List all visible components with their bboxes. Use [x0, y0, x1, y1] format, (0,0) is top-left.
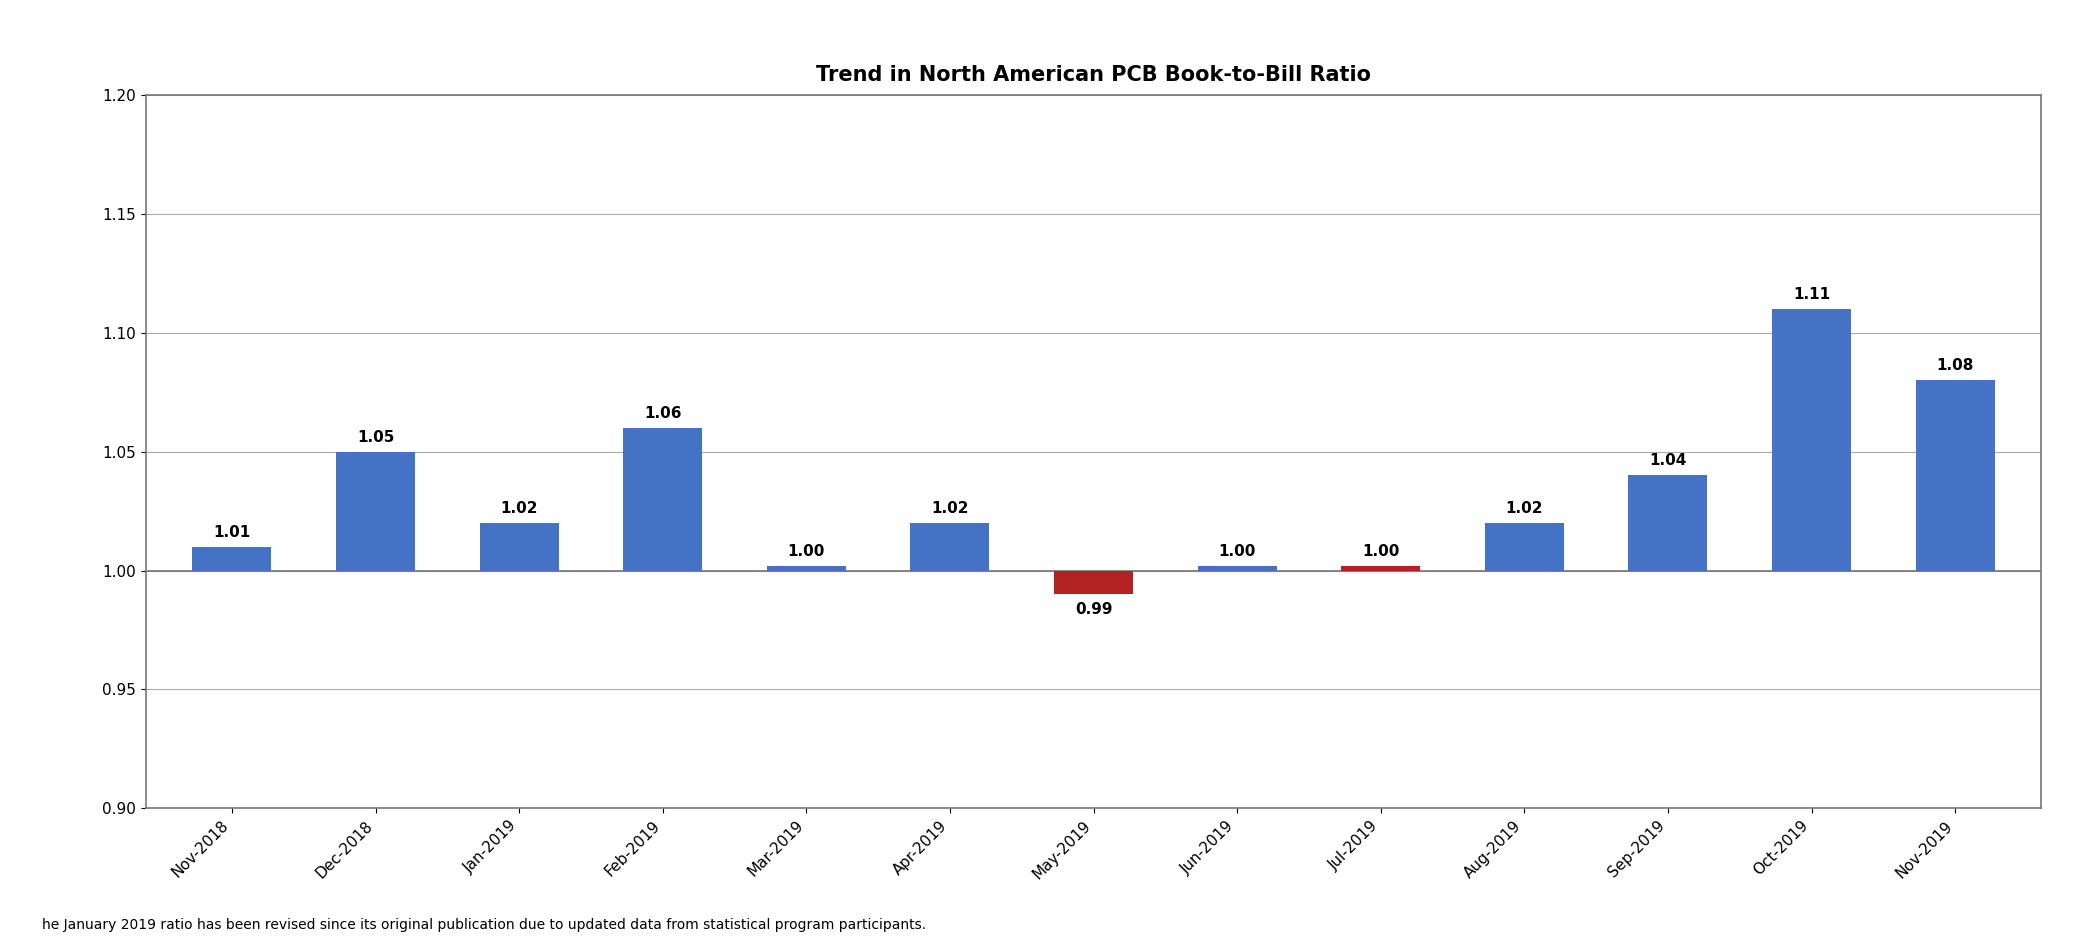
- Bar: [623, 428, 702, 571]
- Text: 1.08: 1.08: [1937, 359, 1975, 373]
- Text: 1.06: 1.06: [644, 406, 681, 421]
- Text: 1.00: 1.00: [1362, 544, 1400, 559]
- Bar: [767, 566, 846, 571]
- Bar: [1916, 380, 1996, 571]
- Text: 1.02: 1.02: [500, 501, 537, 515]
- Bar: [479, 523, 558, 571]
- Text: 0.99: 0.99: [1075, 602, 1112, 616]
- Text: 1.01: 1.01: [212, 525, 250, 540]
- Bar: [1485, 523, 1564, 571]
- Bar: [1054, 571, 1133, 594]
- Text: 1.00: 1.00: [787, 544, 825, 559]
- Text: 1.02: 1.02: [931, 501, 969, 515]
- Bar: [910, 523, 989, 571]
- Text: 1.04: 1.04: [1650, 454, 1687, 468]
- Title: Trend in North American PCB Book-to-Bill Ratio: Trend in North American PCB Book-to-Bill…: [817, 66, 1371, 86]
- Bar: [1629, 476, 1708, 571]
- Bar: [192, 547, 271, 571]
- Text: 1.02: 1.02: [1506, 501, 1544, 515]
- Text: 1.11: 1.11: [1793, 287, 1831, 302]
- Text: 1.05: 1.05: [356, 430, 394, 445]
- Text: he January 2019 ratio has been revised since its original publication due to upd: he January 2019 ratio has been revised s…: [42, 918, 925, 932]
- Text: 1.00: 1.00: [1219, 544, 1256, 559]
- Bar: [1773, 309, 1852, 571]
- Bar: [1341, 566, 1421, 571]
- Bar: [1198, 566, 1277, 571]
- Bar: [335, 452, 415, 571]
